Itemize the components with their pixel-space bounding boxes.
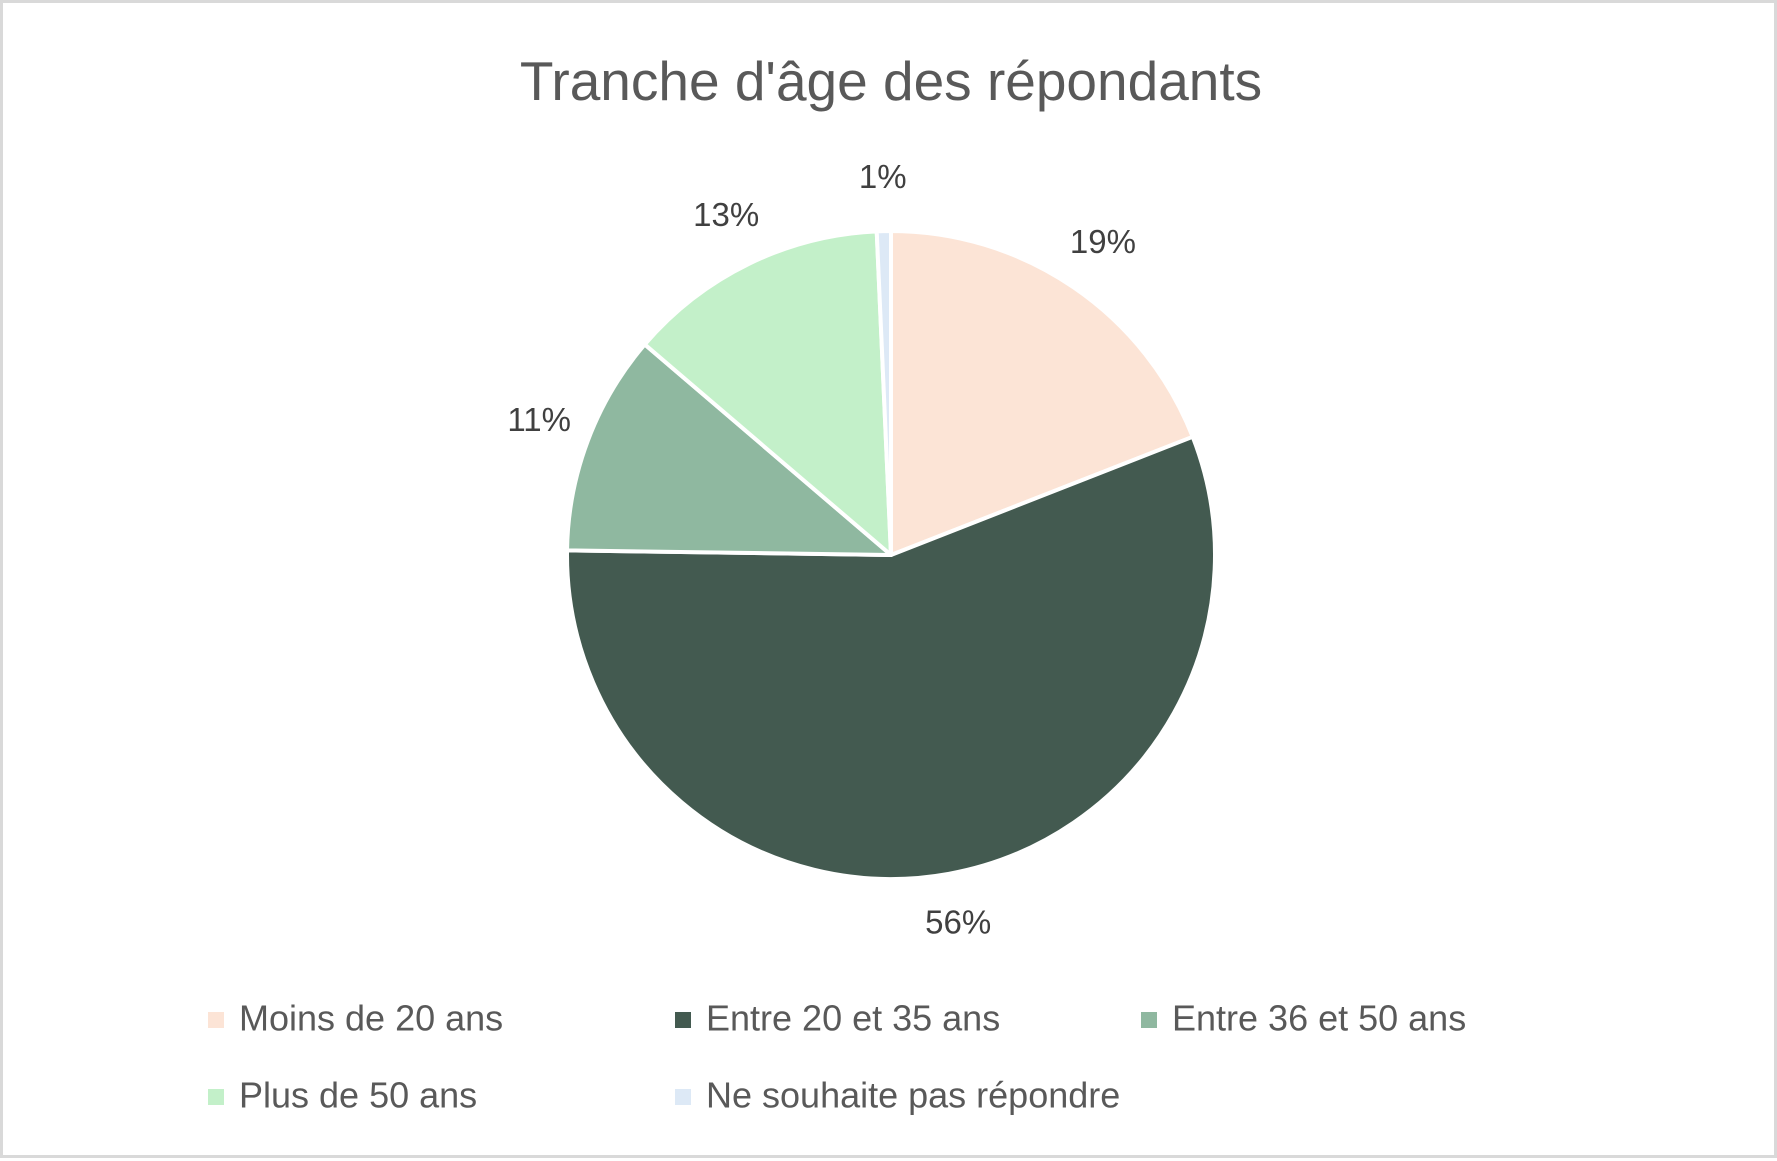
pie-slice-plus-de-50-ans	[642, 229, 893, 557]
legend-swatch	[675, 1012, 691, 1028]
pie-chart: Tranche d'âge des répondants 19% 56% 11% 13…	[208, 50, 1466, 1116]
chart-title: Tranche d'âge des répondants	[520, 50, 1262, 112]
data-label-plus-de-50-ans: 13%	[693, 196, 759, 233]
pie-slices	[565, 229, 1217, 881]
data-labels: 19% 56% 11% 13% 1%	[507, 158, 1136, 941]
pie-slice-entre-20-et-35-ans	[565, 434, 1217, 881]
legend-swatch	[208, 1012, 224, 1028]
legend-label: Plus de 50 ans	[239, 1075, 477, 1116]
legend-swatch	[1141, 1012, 1157, 1028]
legend-item-ne-souhaite-pas-repondre: Ne souhaite pas répondre	[675, 1075, 1120, 1116]
data-label-entre-20-et-35-ans: 56%	[925, 904, 991, 941]
data-label-moins-de-20-ans: 19%	[1070, 223, 1136, 260]
legend-item-entre-20-et-35-ans: Entre 20 et 35 ans	[675, 998, 1000, 1039]
data-label-ne-souhaite-pas-repondre: 1%	[859, 158, 907, 195]
legend: Moins de 20 ans Entre 20 et 35 ans Entre 3…	[208, 998, 1466, 1116]
legend-swatch	[208, 1089, 224, 1105]
pie-slice-ne-souhaite-pas-repondre	[874, 229, 893, 557]
legend-label: Moins de 20 ans	[239, 998, 503, 1039]
legend-item-moins-de-20-ans: Moins de 20 ans	[208, 998, 503, 1039]
legend-item-plus-de-50-ans: Plus de 50 ans	[208, 1075, 477, 1116]
legend-label: Entre 20 et 35 ans	[706, 998, 1000, 1039]
pie-slice-entre-36-et-50-ans	[565, 342, 893, 557]
legend-swatch	[675, 1089, 691, 1105]
pie-slice-moins-de-20-ans	[889, 229, 1195, 557]
legend-label: Ne souhaite pas répondre	[706, 1075, 1120, 1116]
data-label-entre-36-et-50-ans: 11%	[507, 401, 571, 438]
legend-item-entre-36-et-50-ans: Entre 36 et 50 ans	[1141, 998, 1466, 1039]
legend-label: Entre 36 et 50 ans	[1172, 998, 1466, 1039]
